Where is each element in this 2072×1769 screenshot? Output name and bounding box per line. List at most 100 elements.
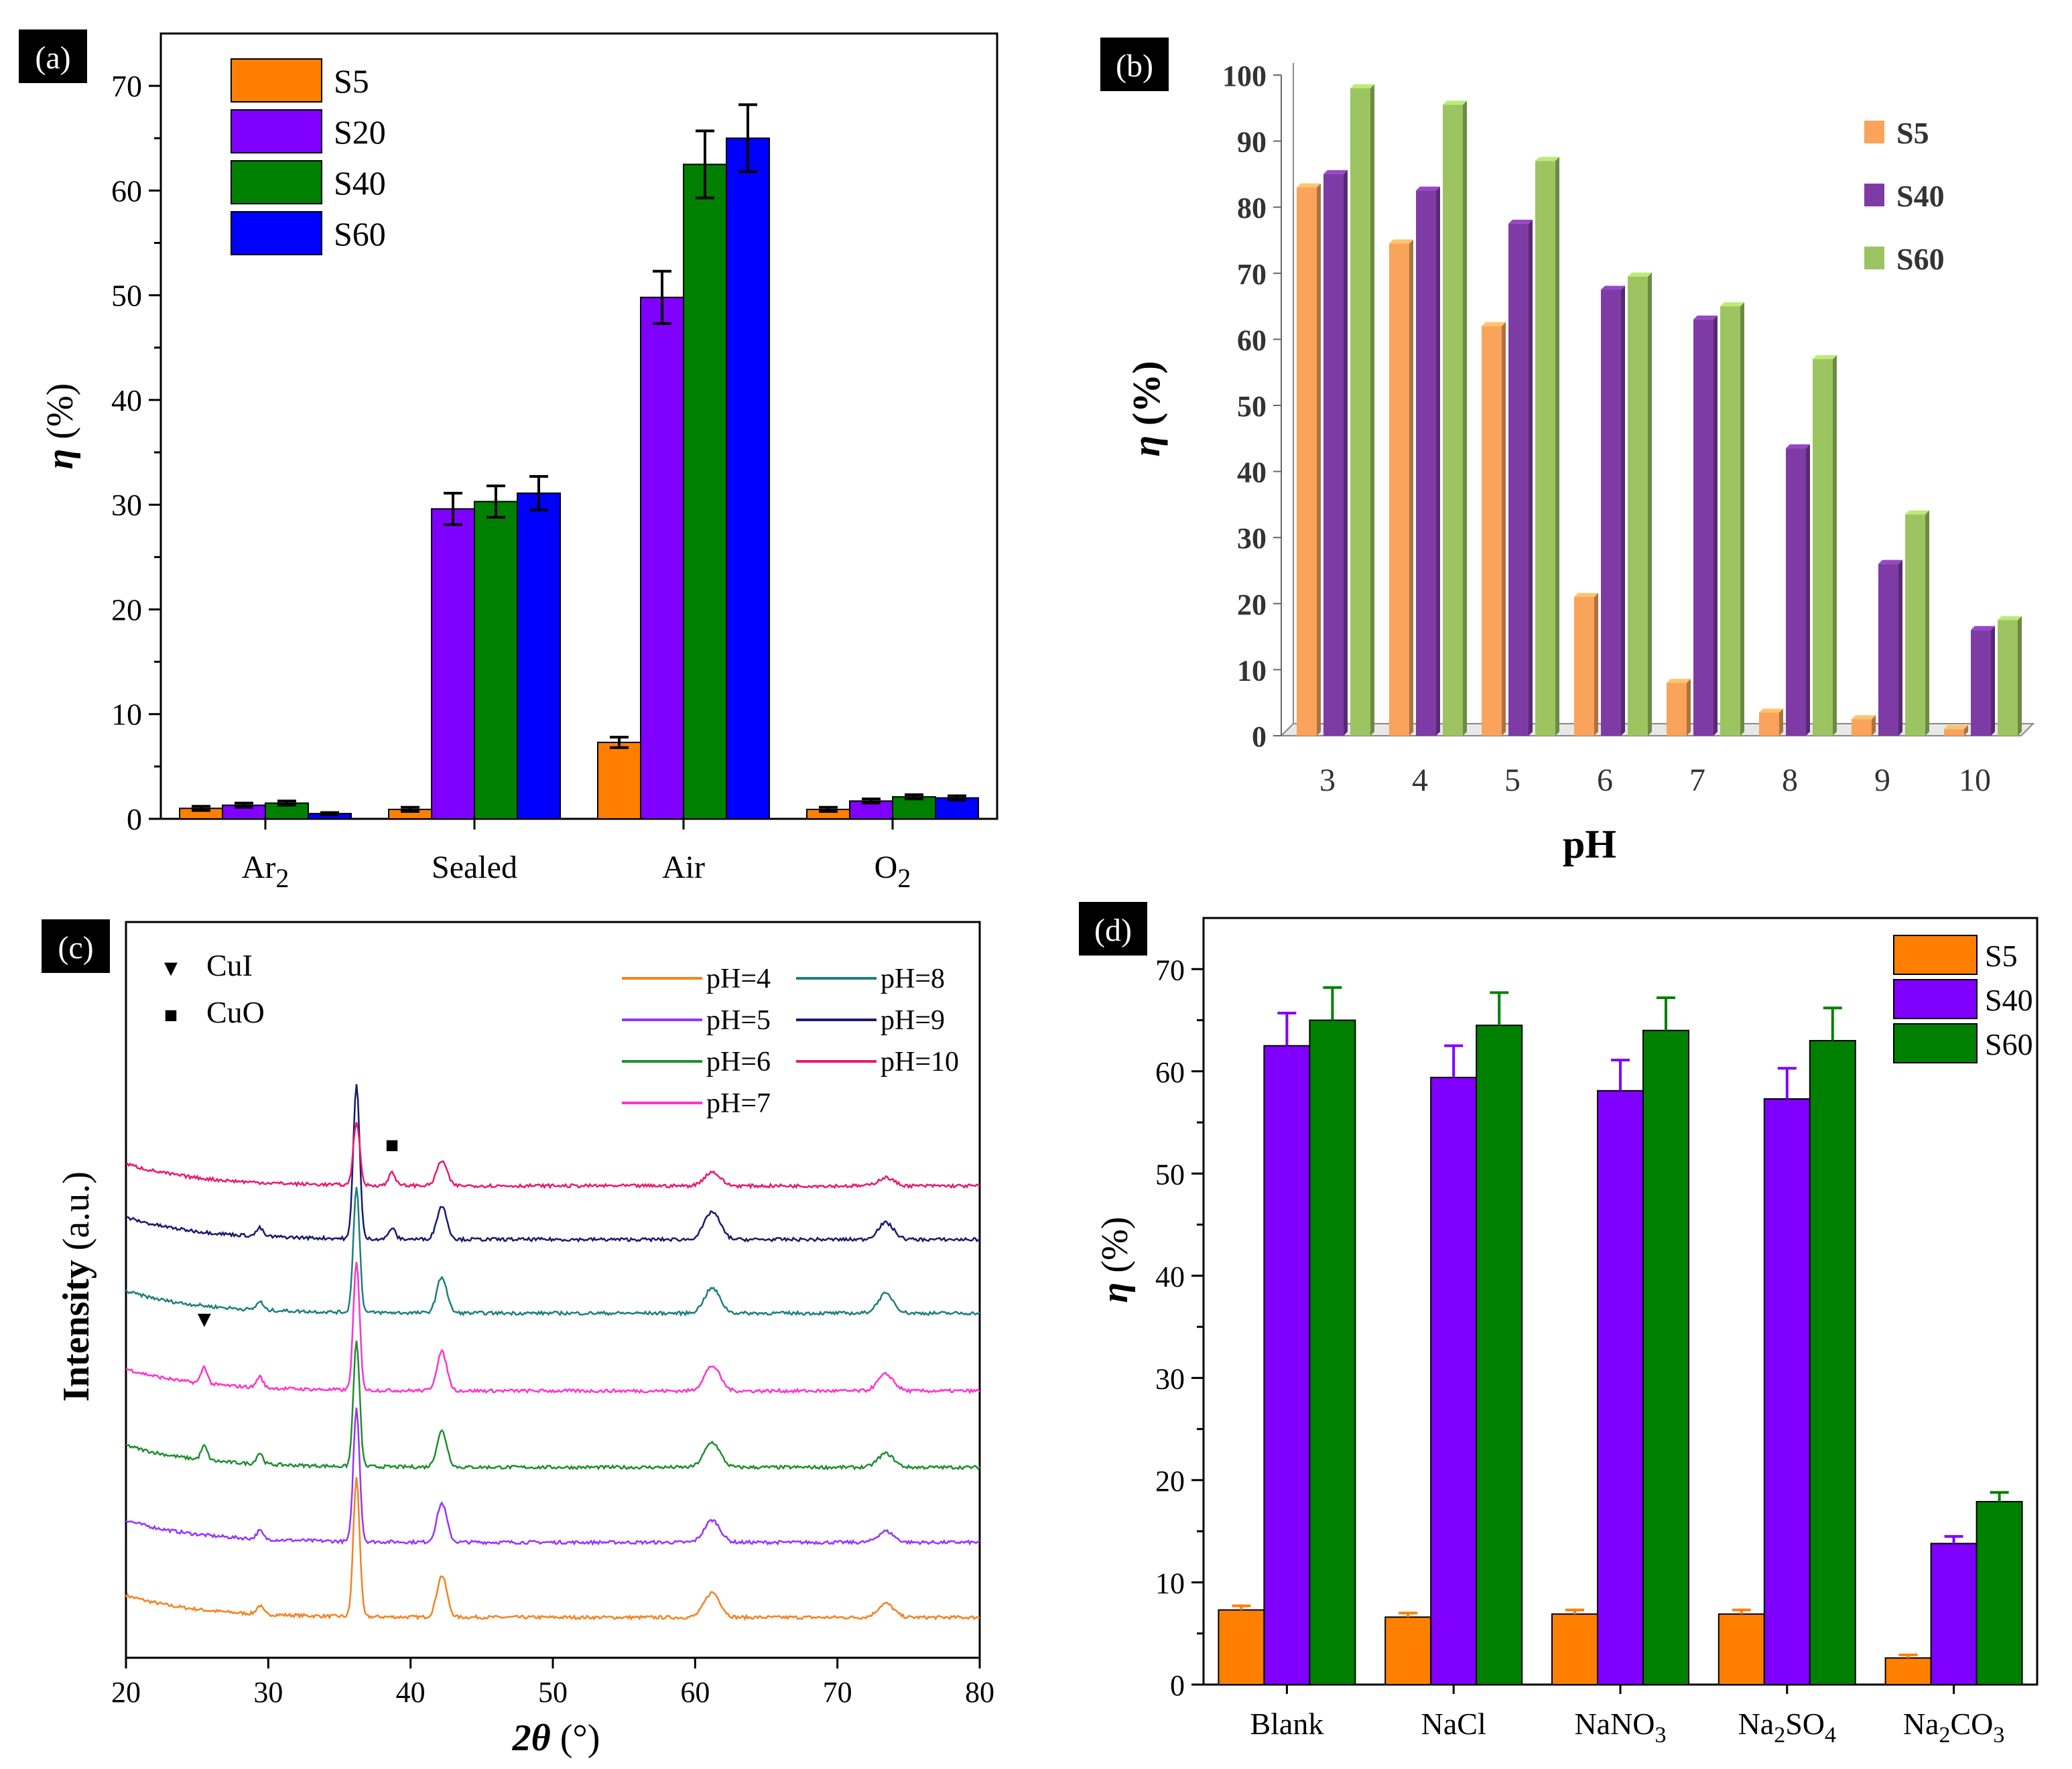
y-tick-label: 50 (1237, 390, 1267, 423)
y-axis-label: Intensity (a.u.) (56, 1171, 97, 1402)
bar-top (1443, 101, 1467, 105)
panel-b: 0 10 20 30 40 50 60 70 80 90 100 3 4 5 6 7 8 9 10 S5 S40 S60 p… (1100, 38, 2035, 866)
category-text: CO (1950, 1707, 1993, 1741)
bar (1809, 1040, 1856, 1686)
x-tick-label: NaNO3 (1574, 1707, 1666, 1748)
y-tick-label: 10 (1237, 654, 1267, 687)
bar (431, 508, 475, 820)
legend-swatch (1893, 1023, 1978, 1063)
bar (517, 493, 561, 820)
bar (474, 501, 518, 820)
bar-side (2018, 616, 2022, 736)
legend-label: S5 (334, 62, 369, 100)
y-tick-label: 20 (111, 592, 142, 627)
legend-swatch (1893, 979, 1978, 1019)
x-tick-label: 80 (965, 1676, 994, 1709)
bar-top (1813, 354, 1837, 359)
bar-top (1416, 186, 1440, 191)
legend-label: pH=8 (881, 964, 945, 994)
xrd-pattern (125, 1477, 980, 1622)
x-tick-label: 70 (823, 1676, 852, 1709)
bar (1535, 161, 1555, 736)
y-tick-label: 60 (111, 174, 142, 208)
legend-label: CuI (206, 948, 253, 982)
bar (1443, 105, 1463, 736)
bar (1601, 289, 1621, 736)
bar (1852, 719, 1872, 736)
y-tick-label: 40 (111, 383, 142, 417)
x-axis-label: pH (1563, 822, 1616, 866)
category-text: Ar (242, 850, 276, 885)
bar (1998, 620, 2018, 736)
y-tick-label: 80 (1237, 192, 1267, 224)
y-axis-unit: (%) (40, 383, 81, 449)
category-text: NaNO (1574, 1707, 1655, 1741)
panel-label: (b) (1116, 48, 1153, 84)
x-tick-label: Na2SO4 (1738, 1707, 1836, 1748)
x-tick-label: 8 (1782, 763, 1798, 798)
bar (1693, 319, 1713, 736)
xrd-pattern (125, 1084, 980, 1243)
legend-swatch (231, 211, 322, 255)
bar-top (1667, 679, 1691, 683)
bar (1878, 564, 1898, 736)
y-tick-label: 40 (1155, 1260, 1185, 1293)
panel-label: (d) (1094, 913, 1132, 948)
bar-top (1350, 84, 1374, 88)
bar-top (1720, 302, 1744, 307)
panel-label: (c) (58, 930, 93, 966)
bar-top (1323, 170, 1348, 174)
legend-swatch (231, 58, 322, 103)
bar (1718, 1613, 1765, 1685)
y-tick-label: 70 (1237, 258, 1267, 291)
y-tick-label: 0 (1252, 720, 1267, 753)
y-tick-label: 90 (1237, 126, 1267, 159)
y-tick-label: 70 (111, 69, 142, 103)
y-tick-label: 20 (1155, 1465, 1185, 1498)
xrd-pattern (125, 1262, 980, 1395)
bar-side (1833, 354, 1837, 736)
x-tick-label: 3 (1319, 763, 1336, 798)
category-text: Blank (1250, 1707, 1323, 1741)
panel-label: (a) (35, 40, 70, 76)
bar-top (1693, 315, 1718, 320)
bar (1430, 1076, 1478, 1685)
legend-swatch (1864, 184, 1884, 206)
bar (1813, 358, 1833, 736)
y-tick-label: 10 (1155, 1567, 1185, 1599)
category-subscript: 2 (897, 863, 911, 893)
category-text: Na (1738, 1707, 1774, 1741)
bar (1323, 174, 1344, 736)
bar-side (1555, 157, 1559, 736)
legend-label: S5 (1985, 939, 2018, 973)
legend-swatch (1893, 935, 1978, 975)
bar (1667, 683, 1687, 736)
category-subscript: 3 (1993, 1723, 2004, 1748)
bar (1720, 306, 1740, 736)
category-subscript: 3 (1655, 1723, 1667, 1748)
y-tick-label: 30 (1155, 1362, 1185, 1395)
category-subscript: 4 (1825, 1723, 1836, 1748)
bar-side (1925, 510, 1929, 736)
y-tick-label: 20 (1237, 588, 1267, 621)
peak-marker: ■ (385, 1133, 399, 1158)
x-axis-label: 2θ (°) (512, 1717, 600, 1759)
y-axis-unit: (%) (1094, 1217, 1136, 1283)
bar-side (1806, 444, 1810, 736)
legend-swatch (1864, 247, 1884, 269)
bar-top (1508, 219, 1533, 224)
bar-side (1779, 708, 1783, 736)
xrd-pattern (125, 1340, 980, 1471)
y-axis-symbol: η (1124, 436, 1168, 457)
legend-label: S60 (1896, 242, 1945, 276)
peak-marker: ▼ (193, 1307, 216, 1332)
legend-label: pH=4 (706, 964, 771, 994)
bar (1884, 1657, 1932, 1685)
bar-side (1872, 715, 1876, 736)
category-text: Air (662, 850, 705, 885)
bar (1976, 1500, 2023, 1685)
bar-side (1370, 84, 1374, 736)
bar-top (1878, 560, 1902, 564)
legend-label: S40 (1896, 179, 1945, 213)
